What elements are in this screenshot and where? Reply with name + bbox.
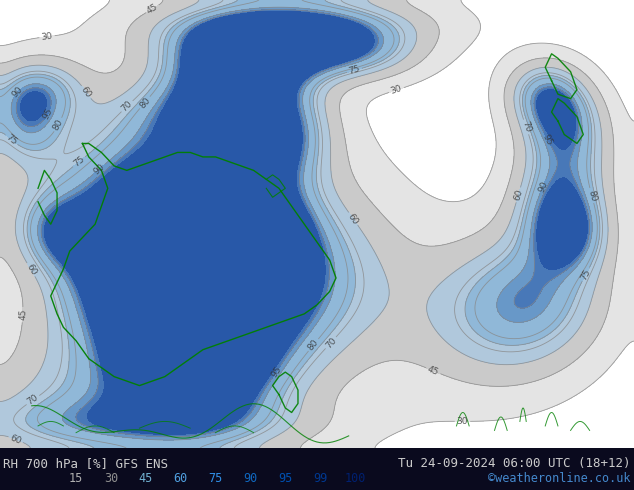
Text: 70: 70 xyxy=(120,99,134,114)
Text: 95: 95 xyxy=(41,106,55,121)
Text: 75: 75 xyxy=(4,132,19,147)
Text: 30: 30 xyxy=(456,417,469,426)
Text: 60: 60 xyxy=(79,85,93,99)
Text: 70: 70 xyxy=(520,120,532,134)
Text: 30: 30 xyxy=(104,472,118,485)
Text: 75: 75 xyxy=(209,472,223,485)
Text: 70: 70 xyxy=(323,336,338,350)
Text: 70: 70 xyxy=(25,393,40,407)
Text: 45: 45 xyxy=(139,472,153,485)
Text: 90: 90 xyxy=(536,179,549,194)
Text: Tu 24-09-2024 06:00 UTC (18+12): Tu 24-09-2024 06:00 UTC (18+12) xyxy=(398,457,631,470)
Text: 45: 45 xyxy=(18,309,27,320)
Text: 99: 99 xyxy=(313,472,327,485)
Text: 60: 60 xyxy=(512,188,524,201)
Text: 60: 60 xyxy=(24,263,38,277)
Text: RH 700 hPa [%] GFS ENS: RH 700 hPa [%] GFS ENS xyxy=(3,457,168,470)
Text: 80: 80 xyxy=(586,189,598,202)
Text: ©weatheronline.co.uk: ©weatheronline.co.uk xyxy=(488,472,631,485)
Text: 75: 75 xyxy=(579,267,592,282)
Text: 60: 60 xyxy=(346,212,360,226)
Text: 95: 95 xyxy=(541,132,554,147)
Text: 75: 75 xyxy=(347,65,361,76)
Text: 75: 75 xyxy=(72,155,86,169)
Text: 60: 60 xyxy=(174,472,188,485)
Text: 30: 30 xyxy=(41,31,53,42)
Text: 95: 95 xyxy=(278,472,292,485)
Text: 90: 90 xyxy=(92,162,107,176)
Text: 30: 30 xyxy=(389,84,403,96)
Text: 45: 45 xyxy=(145,2,160,16)
Text: 80: 80 xyxy=(306,338,321,352)
Text: 15: 15 xyxy=(69,472,83,485)
Text: 95: 95 xyxy=(269,365,283,379)
Text: 45: 45 xyxy=(426,365,440,377)
Text: 80: 80 xyxy=(138,95,152,110)
Text: 80: 80 xyxy=(51,118,65,132)
Text: 90: 90 xyxy=(243,472,257,485)
Text: 90: 90 xyxy=(11,85,25,99)
Text: 100: 100 xyxy=(344,472,366,485)
Text: 60: 60 xyxy=(9,433,23,445)
